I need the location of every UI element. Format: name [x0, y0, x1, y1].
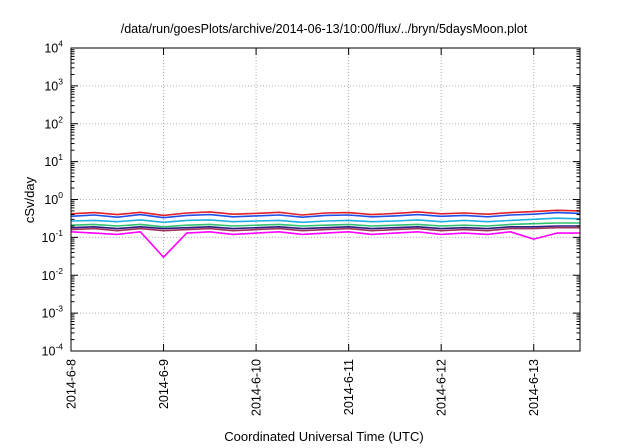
y-tick-label: 101	[44, 152, 63, 169]
series-line-4	[70, 222, 580, 228]
chart-title: /data/run/goesPlots/archive/2014-06-13/1…	[121, 22, 528, 36]
series-lines	[70, 209, 581, 259]
axis-ticks	[70, 47, 580, 352]
series-line-2	[70, 211, 581, 219]
y-tick-label: 10-2	[42, 266, 64, 283]
y-tick-label: 103	[44, 76, 63, 93]
series-line-6	[70, 226, 580, 232]
x-tick-label: 2014-6-11	[342, 359, 356, 415]
grid-lines	[71, 48, 580, 351]
x-tick-labels: 2014-6-8 2014-6-9 2014-6-10 2014-6-11 2014-6…	[65, 359, 542, 416]
series-line-7	[70, 231, 580, 259]
y-tick-label: 102	[44, 114, 63, 131]
series-line-3	[70, 217, 581, 224]
series-line-1	[70, 209, 581, 217]
x-tick-label: 2014-6-9	[157, 359, 171, 409]
x-tick-label: 2014-6-10	[250, 359, 264, 416]
x-tick-label: 2014-6-8	[65, 359, 79, 409]
y-tick-label: 10-1	[42, 228, 64, 245]
y-tick-label: 10-3	[42, 304, 64, 321]
y-tick-label: 104	[44, 39, 63, 56]
x-tick-label: 2014-6-13	[527, 359, 541, 416]
x-tick-label: 2014-6-12	[435, 359, 449, 416]
x-axis-label: Coordinated Universal Time (UTC)	[224, 429, 423, 444]
series-line-5	[70, 225, 580, 230]
y-tick-label: 100	[44, 190, 63, 207]
y-tick-labels: 10-4 10-3 10-2 10-1 100 101 102 103 104	[42, 39, 64, 359]
y-tick-label: 10-4	[42, 342, 64, 359]
y-axis-label: cSv/day	[22, 176, 37, 223]
